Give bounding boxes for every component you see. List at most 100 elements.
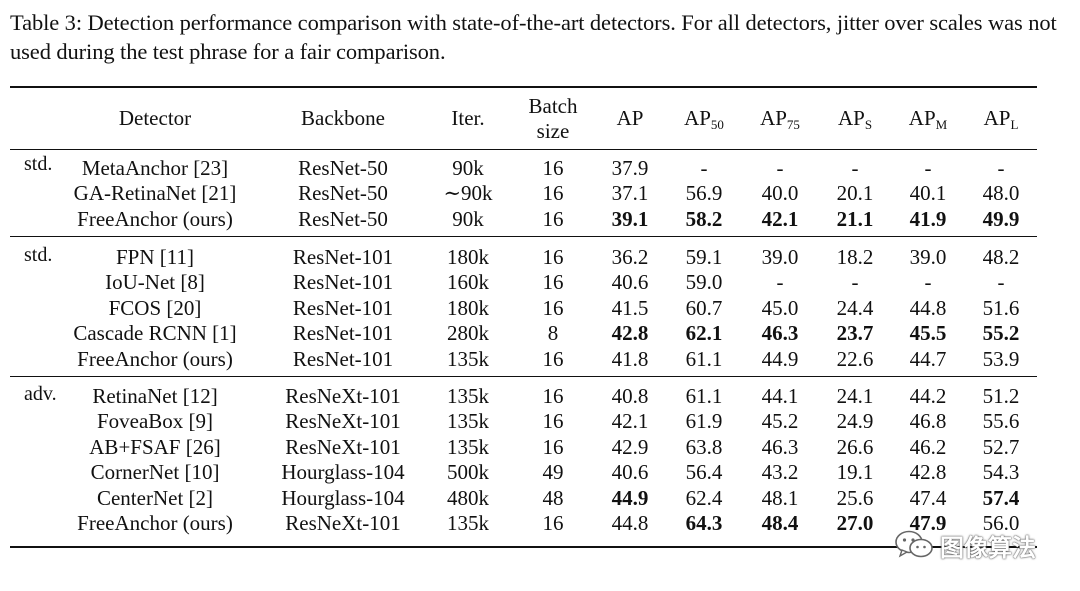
header-apm: APM: [908, 106, 948, 132]
cell-aps: -: [851, 270, 859, 295]
cell-batch: 16: [542, 245, 564, 269]
cell-batch: 16: [542, 295, 564, 320]
cell-ap: 40.8: [611, 384, 649, 408]
cell-batch: 16: [542, 434, 564, 459]
cell-batch: 16: [542, 206, 564, 231]
cell-ap: 37.9: [611, 156, 649, 180]
group-rule-2: [10, 376, 1037, 377]
cell-backbone: ResNet-50: [298, 156, 388, 180]
cell-iter: 500k: [447, 460, 489, 485]
cell-detector: FreeAnchor (ours): [77, 511, 233, 535]
header-batch-line1: Batch: [528, 94, 578, 118]
cell-ap75: 48.4: [761, 511, 799, 535]
header-ap50: AP50: [684, 106, 724, 132]
cell-ap75: 39.0: [761, 245, 799, 269]
cell-batch: 16: [542, 384, 564, 408]
cell-iter: 160k: [447, 270, 489, 295]
cell-aps: 27.0: [836, 511, 874, 535]
cell-ap75: -: [776, 156, 784, 180]
cell-apl: 52.7: [982, 434, 1020, 459]
cell-apl: 53.9: [982, 346, 1020, 371]
cell-ap75: 45.0: [761, 295, 799, 320]
cell-batch: 49: [542, 460, 564, 485]
cell-iter: 135k: [447, 511, 489, 535]
cell-iter: 135k: [447, 384, 489, 408]
cell-apl: 48.0: [982, 181, 1020, 206]
cell-ap: 39.1: [611, 206, 649, 231]
cell-ap50: 60.7: [685, 295, 723, 320]
cell-apm: 40.1: [909, 181, 947, 206]
cell-apl: 56.0: [982, 511, 1020, 535]
cell-iter: 480k: [447, 485, 489, 510]
cell-apl: 57.4: [982, 485, 1020, 510]
header-detector: Detector: [118, 106, 192, 130]
cell-backbone: ResNet-101: [292, 321, 394, 346]
group-label: std.: [24, 153, 53, 175]
header-batch-line2: size: [536, 119, 570, 143]
group-label: adv.: [24, 383, 57, 405]
cell-ap: 40.6: [611, 270, 649, 295]
cell-aps: 21.1: [836, 206, 874, 231]
cell-apl: 51.6: [982, 295, 1020, 320]
watermark: 图像算法: [894, 528, 1036, 562]
cell-ap: 44.8: [611, 511, 649, 535]
cell-batch: 8: [547, 321, 559, 346]
group-rule-1: [10, 236, 1037, 237]
cell-apm: 45.5: [909, 321, 947, 346]
cell-aps: 18.2: [836, 245, 874, 269]
cell-backbone: ResNet-50: [298, 206, 388, 231]
cell-ap75: 42.1: [761, 206, 799, 231]
cell-ap50: 59.1: [685, 245, 723, 269]
cell-detector: FreeAnchor (ours): [77, 346, 233, 371]
cell-apl: -: [997, 270, 1005, 295]
header-apl: APL: [983, 106, 1019, 132]
cell-apm: 47.4: [909, 485, 947, 510]
cell-ap50: 59.0: [685, 270, 723, 295]
cell-ap50: 61.1: [685, 384, 723, 408]
cell-ap50: 64.3: [685, 511, 723, 535]
cell-detector: FreeAnchor (ours): [77, 206, 233, 231]
cell-apm: 42.8: [909, 460, 947, 485]
cell-ap50: 61.9: [685, 409, 723, 434]
cell-detector: Cascade RCNN [1]: [73, 321, 237, 346]
cell-detector: FoveaBox [9]: [96, 409, 214, 434]
cell-ap75: 44.1: [761, 384, 799, 408]
header-ap75: AP75: [760, 106, 800, 132]
cell-detector: GA-RetinaNet [21]: [73, 181, 237, 206]
cell-aps: 25.6: [836, 485, 874, 510]
bottom-rule: [10, 546, 1037, 548]
cell-detector: CornerNet [10]: [90, 460, 220, 485]
cell-detector: AB+FSAF [26]: [89, 434, 221, 459]
cell-ap50: 63.8: [685, 434, 723, 459]
cell-ap: 42.9: [611, 434, 649, 459]
cell-ap: 41.8: [611, 346, 649, 371]
cell-aps: 22.6: [836, 346, 874, 371]
cell-iter: 180k: [447, 295, 489, 320]
cell-backbone: ResNet-101: [292, 245, 394, 269]
cell-iter: 135k: [447, 434, 489, 459]
cell-ap75: 40.0: [761, 181, 799, 206]
cell-iter: ∼90k: [443, 181, 493, 206]
cell-ap50: 61.1: [685, 346, 723, 371]
cell-detector: RetinaNet [12]: [92, 384, 218, 408]
cell-detector: MetaAnchor [23]: [81, 156, 229, 180]
cell-apm: 47.9: [909, 511, 947, 535]
cell-apl: -: [997, 156, 1005, 180]
header-rule: [10, 149, 1037, 150]
cell-ap: 44.9: [611, 485, 649, 510]
cell-backbone: Hourglass-104: [281, 485, 405, 510]
cell-backbone: ResNeXt-101: [285, 434, 401, 459]
cell-apm: 44.7: [909, 346, 947, 371]
cell-iter: 135k: [447, 346, 489, 371]
cell-aps: 23.7: [836, 321, 874, 346]
cell-apm: 44.8: [909, 295, 947, 320]
header-iter: Iter.: [451, 106, 485, 130]
cell-aps: 19.1: [836, 460, 874, 485]
cell-aps: 24.9: [836, 409, 874, 434]
cell-detector: FCOS [20]: [108, 295, 202, 320]
cell-apm: -: [924, 270, 932, 295]
cell-apl: 55.2: [982, 321, 1020, 346]
cell-ap75: 44.9: [761, 346, 799, 371]
wechat-icon: [895, 530, 933, 558]
cell-apm: 41.9: [909, 206, 947, 231]
